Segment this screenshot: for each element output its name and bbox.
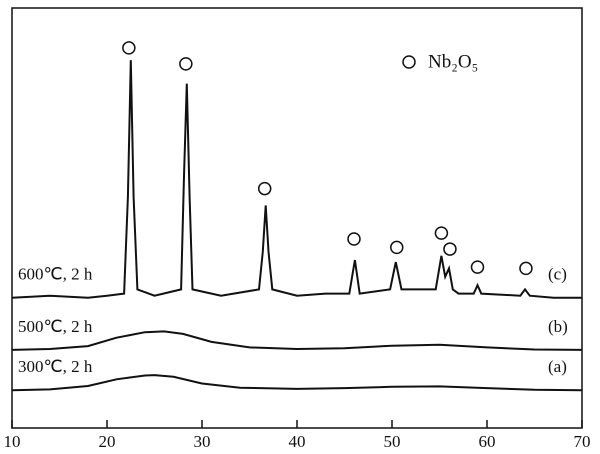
curve-label: 600℃, 2 h	[18, 265, 93, 284]
curve-tag: (a)	[548, 357, 567, 376]
legend-label: Nb₂O₅	[428, 51, 478, 72]
curve-tag: (c)	[548, 265, 567, 284]
x-tick-label: 20	[99, 432, 116, 451]
x-tick-label: 50	[384, 432, 401, 451]
x-tick-label: 30	[194, 432, 211, 451]
phase-marker	[257, 181, 272, 196]
x-tick-label: 60	[479, 432, 496, 451]
curve-tag: (b)	[548, 317, 568, 336]
phase-marker	[347, 232, 361, 246]
plot-frame	[11, 7, 583, 429]
phase-marker	[443, 242, 457, 256]
legend-marker	[402, 55, 416, 69]
phase-marker	[390, 240, 404, 255]
curve-label: 300℃, 2 h	[18, 357, 93, 376]
phase-marker	[519, 261, 533, 276]
phase-marker	[179, 57, 193, 71]
x-tick-label: 40	[289, 432, 306, 451]
phase-marker	[122, 41, 136, 55]
x-tick-label: 70	[574, 432, 591, 451]
phase-marker	[470, 260, 485, 274]
xrd-curve	[11, 330, 583, 351]
phase-marker	[434, 226, 449, 240]
x-tick-label: 10	[4, 432, 21, 451]
curve-label: 500℃, 2 h	[18, 317, 93, 336]
xrd-curve	[11, 60, 582, 299]
xrd-curve	[11, 374, 583, 392]
